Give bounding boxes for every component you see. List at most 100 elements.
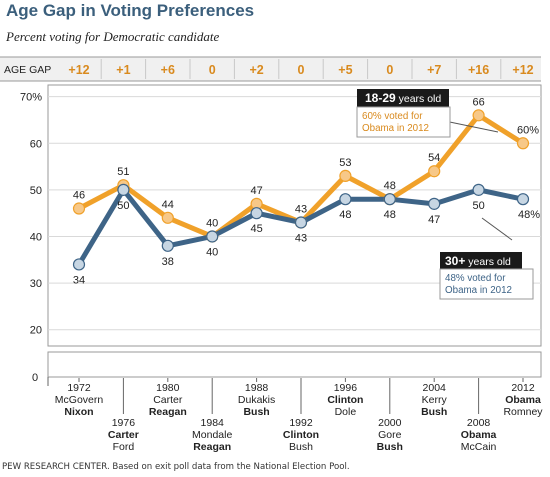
x-year-label: 1972 [67,382,91,394]
age-gap-value: +2 [249,63,263,77]
y-axis-ticks: 20 30 40 50 60 70% [20,92,42,337]
point-young [516,137,530,150]
data-label-old: 38 [162,256,174,268]
baseline-strip [47,351,542,378]
point-old [516,193,530,206]
x-rep-candidate: Ford [113,441,135,453]
point-old [161,239,174,252]
chart-title: Age Gap in Voting Preferences [6,1,255,20]
data-label-old: 48 [384,209,396,221]
data-label-old: 45 [250,223,262,235]
point-old [72,258,86,271]
x-year-label: 1992 [289,417,313,429]
x-year-label: 2004 [423,382,447,394]
point-young [472,109,485,122]
data-label-old: 48 [339,209,351,221]
point-old [117,183,130,196]
x-rep-candidate: Bush [421,406,447,418]
y-axis-zero: 0 [32,372,38,384]
y-tick-label: 40 [30,231,42,243]
data-label-young: 48 [384,180,396,192]
data-label-young: 44 [162,199,174,211]
point-young [339,169,352,182]
chart-subtitle: Percent voting for Democratic candidate [6,29,220,44]
x-year-label: 1976 [112,417,136,429]
x-dem-candidate: Carter [108,429,139,441]
x-rep-candidate: Reagan [149,406,187,418]
x-dem-candidate: Mondale [192,429,232,441]
age-gap-value: 0 [386,63,393,77]
data-label-young: 53 [339,157,351,169]
age-gap-value: +16 [468,63,489,77]
x-rep-candidate: Bush [243,406,269,418]
callout-badge-text-young: 18-29 years old [365,91,441,105]
data-label-old: 47 [428,214,440,226]
data-labels: 46 34 51 50 44 38 40 40 47 45 43 43 53 48 48 48 54 47 66 50… [73,96,540,286]
age-gap-value: +12 [512,63,533,77]
x-dem-candidate: Clinton [283,429,319,441]
age-gap-value: +6 [161,63,175,77]
callout-leader-old [481,217,513,241]
age-gap-value: +12 [68,63,89,77]
data-label-young: 51 [117,166,129,178]
data-label-young: 43 [295,203,307,215]
age-gap-row: AGE GAP +12 +1 +6 0 +2 0 +5 0 +7 +16 +12 [0,56,541,82]
data-label-young: 47 [250,185,262,197]
data-label-young: 66 [472,96,484,108]
callout-line2-young: Obama in 2012 [362,123,429,134]
x-rep-candidate: Nixon [64,406,93,418]
x-axis: 1972McGovernNixon1976CarterFord1980Carte… [55,378,543,453]
x-rep-candidate: Bush [377,441,403,453]
x-dem-candidate: Kerry [422,394,448,406]
data-label-old: 34 [73,274,85,286]
data-label-young: 40 [206,217,218,229]
age-gap-value: 0 [298,63,305,77]
data-label-old: 40 [206,246,218,258]
point-young [428,165,441,178]
callout-badge-old [440,252,522,269]
x-dem-candidate: Obama [505,394,541,406]
age-gap-value: 0 [209,63,216,77]
x-rep-candidate: Bush [289,441,313,453]
point-old [428,197,441,210]
data-label-old: 50 [472,200,484,212]
callout-badge-text-old: 30+ years old [445,254,511,268]
y-tick-label: 70% [20,92,42,104]
data-label-young: 46 [73,190,85,202]
callout-line1-young: 60% voted for [362,111,423,122]
x-dem-candidate: Dukakis [238,394,275,406]
data-label-old: 48% [518,209,540,221]
x-year-label: 1984 [201,417,225,429]
x-year-label: 2012 [511,382,535,394]
x-rep-candidate: Reagan [193,441,231,453]
x-rep-candidate: Dole [335,406,357,418]
point-old [250,207,263,220]
series-points [72,109,530,271]
age-gap-value: +5 [338,63,352,77]
point-old [206,230,219,243]
point-young [72,202,86,215]
point-young [161,211,174,224]
x-rep-candidate: McCain [461,441,497,453]
y-tick-label: 60 [30,138,42,150]
age-gap-value: +7 [427,63,441,77]
y-tick-label: 50 [30,185,42,197]
x-year-label: 2008 [467,417,491,429]
source-note: PEW RESEARCH CENTER. Based on exit poll … [2,462,350,472]
point-old [472,183,485,196]
callout-line2-old: Obama in 2012 [445,285,512,296]
age-gap-value: +1 [116,63,130,77]
callout-box-old [439,268,534,300]
x-year-label: 1988 [245,382,269,394]
data-label-young: 60% [517,124,539,136]
x-dem-candidate: Clinton [327,394,363,406]
callout-line1-old: 48% voted for [445,273,506,284]
x-year-label: 1996 [334,382,358,394]
x-dem-candidate: McGovern [55,394,104,406]
callout-box-young [356,106,451,138]
x-dem-candidate: Obama [461,429,497,441]
data-label-old: 50 [117,200,129,212]
point-old [339,193,352,206]
x-rep-candidate: Romney [503,406,543,418]
